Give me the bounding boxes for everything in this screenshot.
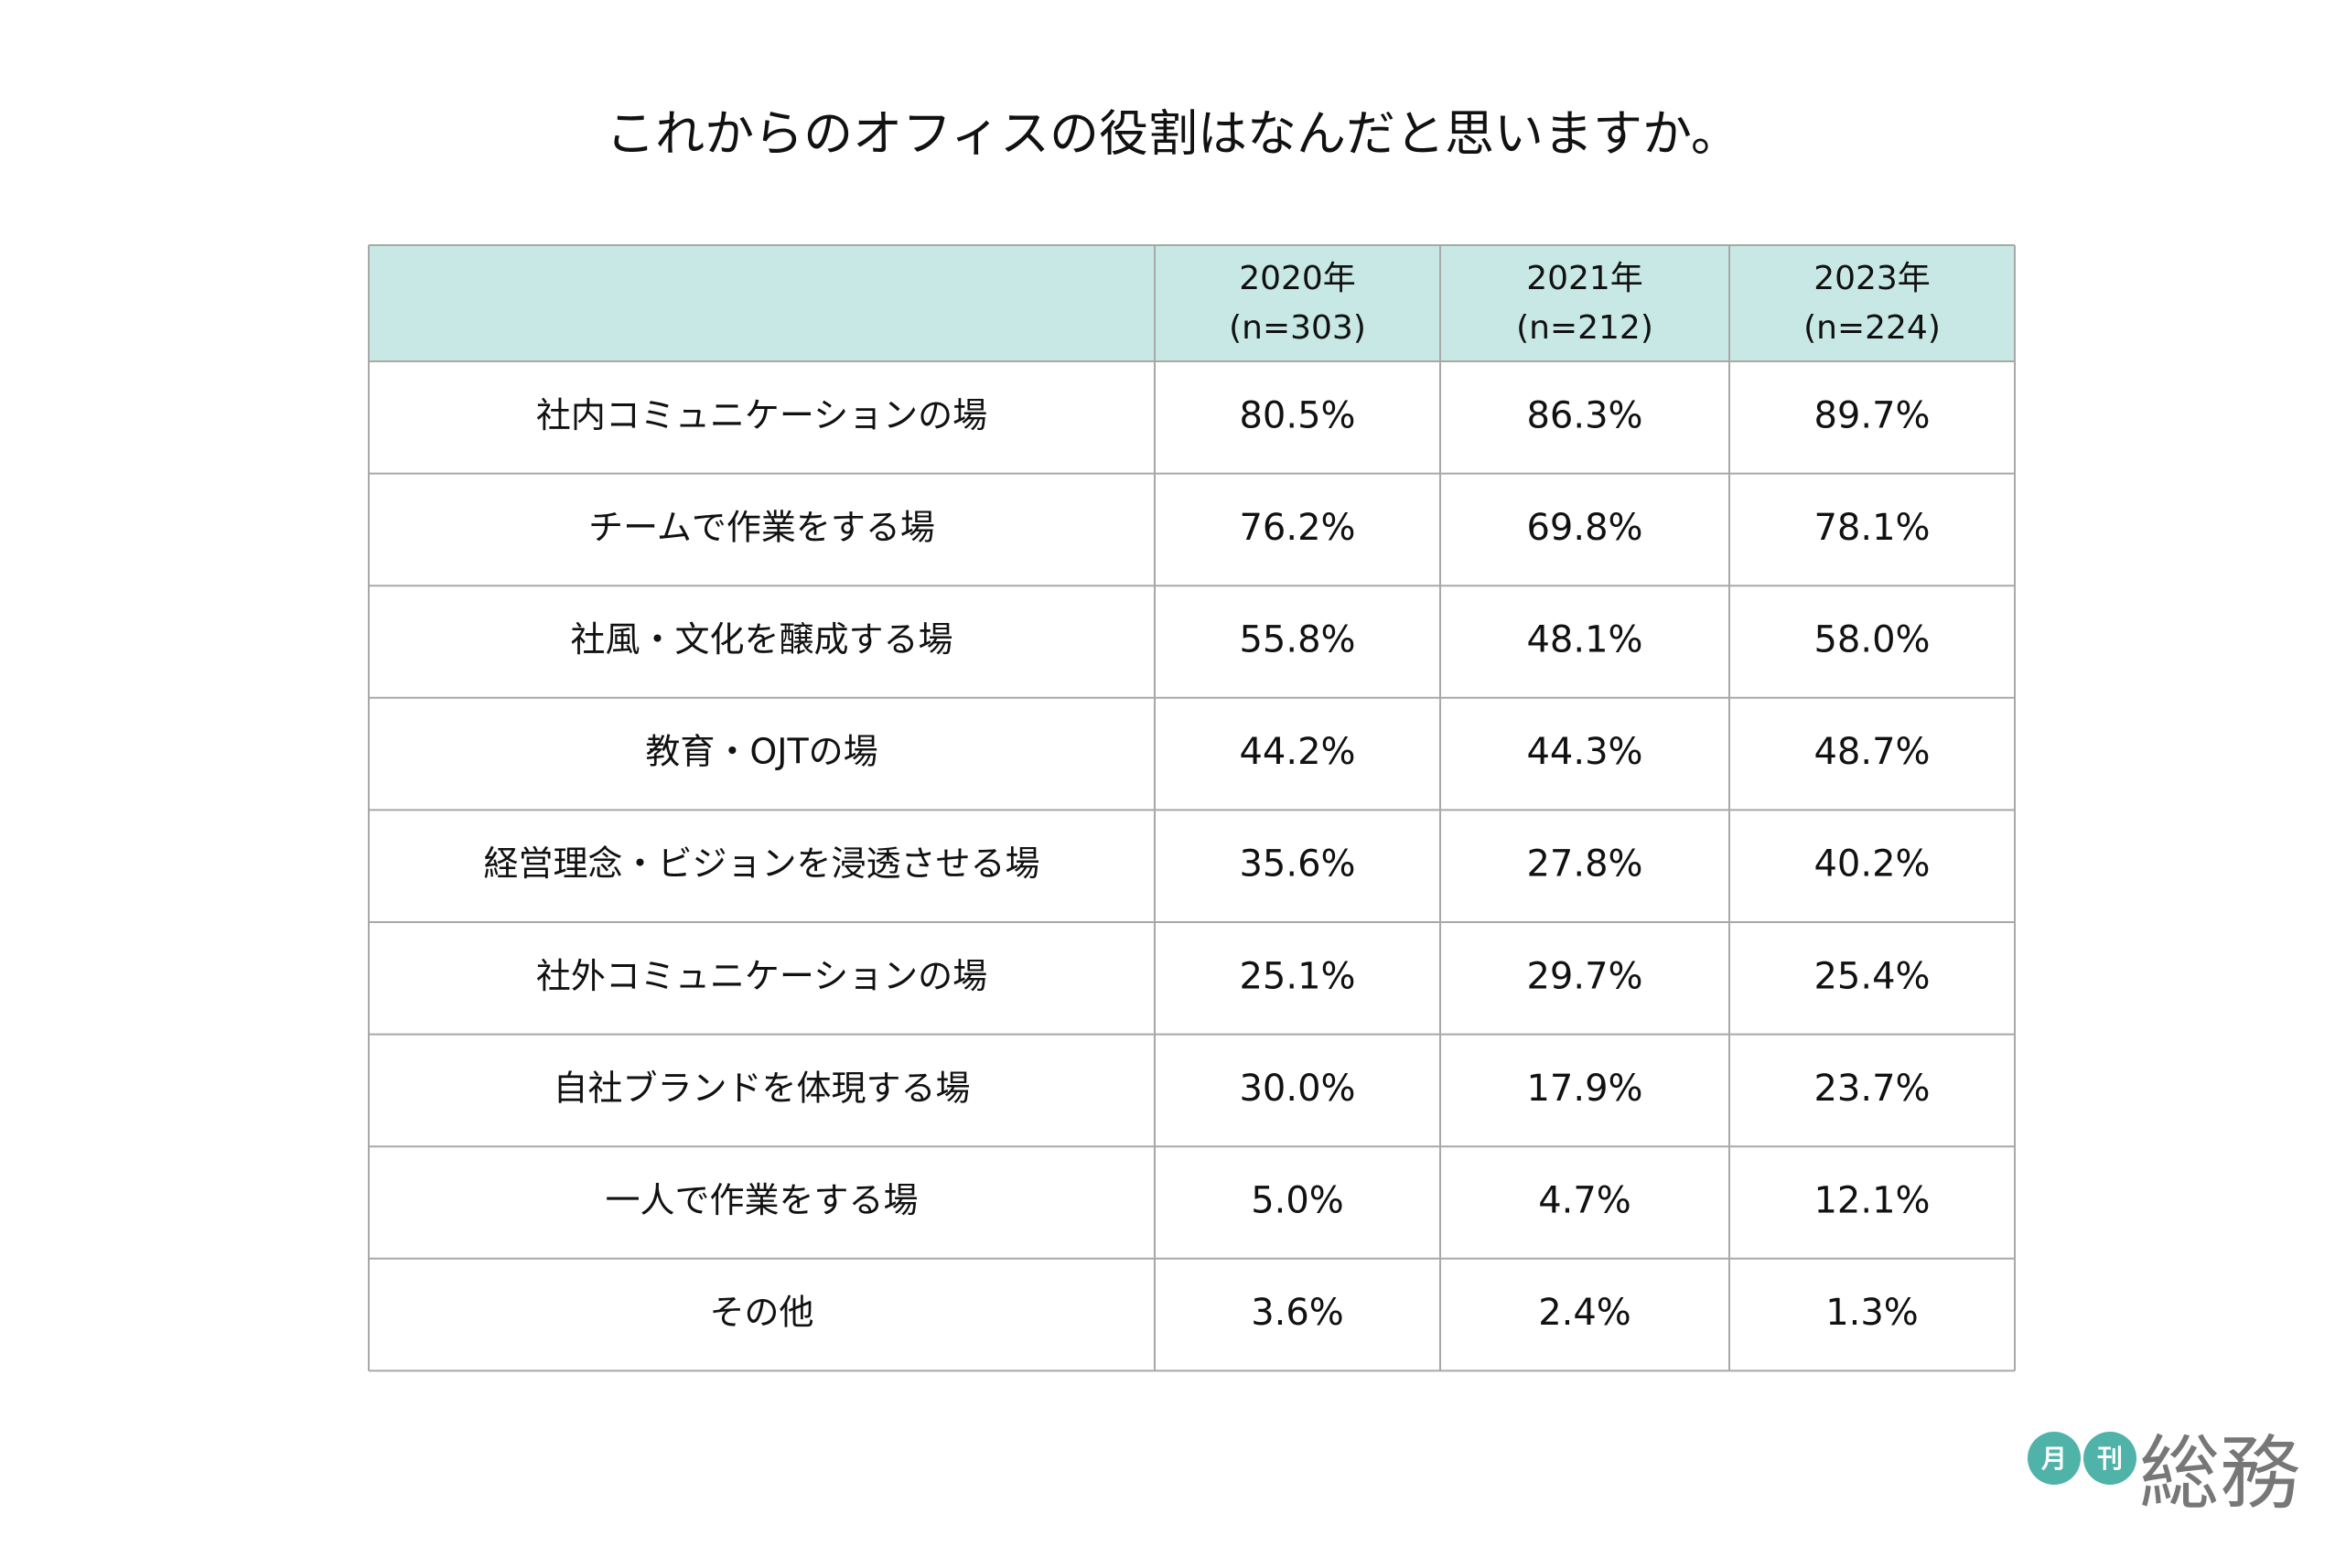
cell-value: 23.7% bbox=[1813, 1068, 1930, 1110]
cell-value: 30.0% bbox=[1239, 1068, 1355, 1110]
cell-value: 86.3% bbox=[1526, 394, 1642, 436]
logo-mark: 刊 bbox=[2097, 1444, 2123, 1474]
cell-value: 44.2% bbox=[1239, 731, 1355, 773]
logo-name: 総務 bbox=[2139, 1426, 2300, 1520]
logo-mark: 月 bbox=[2040, 1444, 2067, 1474]
cell-value: 5.0% bbox=[1251, 1180, 1344, 1222]
row-label: 教育・OJTの場 bbox=[645, 732, 877, 772]
cell-value: 1.3% bbox=[1825, 1292, 1919, 1334]
cell-value: 55.8% bbox=[1239, 619, 1355, 661]
cell-value: 80.5% bbox=[1239, 394, 1355, 436]
logo-circle bbox=[2028, 1432, 2081, 1485]
row-label: チームで作業をする場 bbox=[588, 507, 935, 547]
cell-value: 40.2% bbox=[1813, 843, 1930, 886]
row-label: その他 bbox=[709, 1293, 813, 1333]
cell-value: 2.4% bbox=[1538, 1292, 1631, 1334]
cell-value: 78.1% bbox=[1813, 507, 1930, 549]
cell-value: 35.6% bbox=[1239, 843, 1355, 886]
row-label: 社外コミュニケーションの場 bbox=[536, 956, 987, 996]
column-n: (n=224) bbox=[1803, 309, 1941, 347]
cell-value: 44.3% bbox=[1526, 731, 1642, 773]
column-year: 2020年 bbox=[1239, 260, 1356, 297]
column-n: (n=212) bbox=[1516, 309, 1653, 347]
header-background bbox=[369, 245, 2015, 361]
row-label: 社風・文化を醸成する場 bbox=[570, 619, 952, 660]
cell-value: 17.9% bbox=[1526, 1068, 1642, 1110]
row-label: 社内コミュニケーションの場 bbox=[536, 395, 987, 435]
cell-value: 69.8% bbox=[1526, 507, 1642, 549]
column-n: (n=303) bbox=[1229, 309, 1366, 347]
cell-value: 76.2% bbox=[1239, 507, 1355, 549]
cell-value: 25.1% bbox=[1239, 955, 1355, 997]
cell-value: 3.6% bbox=[1251, 1292, 1344, 1334]
title: これからのオフィスの役割はなんだと思いますか。 bbox=[606, 105, 1740, 163]
cell-value: 29.7% bbox=[1526, 955, 1642, 997]
cell-value: 48.1% bbox=[1526, 619, 1642, 661]
column-year: 2021年 bbox=[1526, 260, 1643, 297]
cell-value: 25.4% bbox=[1813, 955, 1930, 997]
logo-circle bbox=[2083, 1432, 2136, 1485]
cell-value: 12.1% bbox=[1813, 1180, 1930, 1222]
row-label: 経営理念・ビジョンを浸透させる場 bbox=[483, 843, 1039, 884]
cell-value: 89.7% bbox=[1813, 394, 1930, 436]
cell-value: 48.7% bbox=[1813, 731, 1930, 773]
row-label: 自社ブランドを体現する場 bbox=[553, 1068, 970, 1108]
row-label: 一人で作業をする場 bbox=[605, 1180, 918, 1220]
column-year: 2023年 bbox=[1813, 260, 1931, 297]
cell-value: 27.8% bbox=[1526, 843, 1642, 886]
cell-value: 4.7% bbox=[1538, 1180, 1631, 1222]
cell-value: 58.0% bbox=[1813, 619, 1930, 661]
